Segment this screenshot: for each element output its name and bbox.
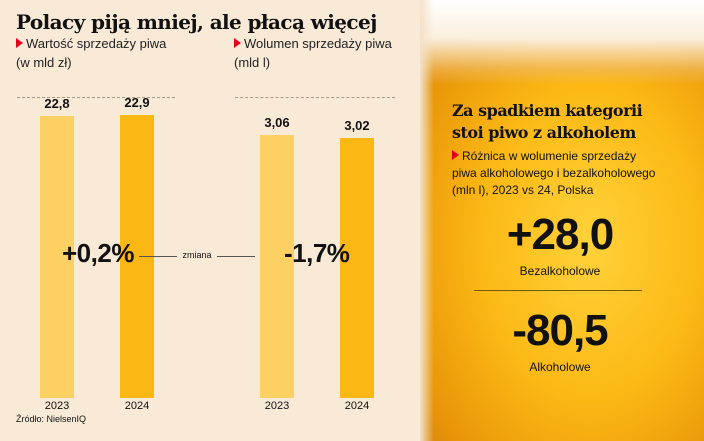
source: Źródło: NielsenIQ — [16, 414, 87, 424]
bar-2023 — [260, 135, 294, 398]
glass-edge — [420, 0, 434, 441]
data-label: 22,8 — [44, 96, 70, 112]
panel-subtitle-line: (mln l), 2023 vs 24, Polska — [452, 183, 594, 197]
triangle-icon — [452, 150, 459, 160]
panel-subtitle-line: piwa alkoholowego i bezalkoholowego — [452, 166, 656, 180]
left-chart-label: Wartość sprzedaży piwa (w mld zł) — [16, 34, 166, 72]
x-tick-label: 2024 — [124, 400, 150, 412]
nonalcoholic-label: Bezalkoholowe — [519, 264, 601, 278]
beer-foam — [420, 0, 704, 85]
x-tick-label: 2024 — [344, 400, 370, 412]
change-label: zmiana — [137, 250, 257, 260]
panel-title-line: Za spadkiem kategorii — [452, 101, 643, 120]
bar-2023 — [40, 116, 74, 398]
data-label: 3,02 — [344, 118, 370, 134]
triangle-icon — [234, 38, 241, 48]
bar-2024 — [340, 138, 374, 398]
right-chart-label: Wolumen sprzedaży piwa (mld l) — [234, 34, 392, 72]
divider — [474, 290, 642, 291]
page-title: Polacy piją mniej, ale płacą więcej — [16, 10, 377, 34]
triangle-icon — [16, 38, 23, 48]
alcoholic-label: Alkoholowe — [529, 360, 591, 374]
left-chart-title: Wartość sprzedaży piwa — [26, 36, 167, 51]
data-label: 3,06 — [264, 115, 290, 130]
panel-title-line: stoi piwo z alkoholem — [452, 123, 636, 142]
right-chart-unit: (mld l) — [234, 55, 271, 70]
nonalcoholic-value: +28,0 — [506, 210, 614, 259]
left-chart-unit: (w mld zł) — [16, 55, 72, 70]
panel-title: Za spadkiem kategorii stoi piwo z alkohol… — [452, 100, 643, 144]
panel-subtitle-line: Różnica w wolumenie sprzedaży — [462, 149, 637, 163]
alcoholic-value: -80,5 — [512, 306, 608, 355]
right-chart-title: Wolumen sprzedaży piwa — [244, 36, 392, 51]
x-tick-label: 2023 — [264, 400, 290, 412]
right-change: -1,7% — [284, 238, 350, 268]
beer-photo — [420, 0, 704, 441]
left-change: +0,2% — [62, 238, 134, 268]
left-gridline — [17, 97, 175, 98]
x-tick-label: 2023 — [44, 400, 70, 412]
panel-subtitle: Różnica w wolumenie sprzedaży piwa alkoho… — [452, 148, 702, 199]
data-label: 22,9 — [124, 95, 150, 110]
right-gridline — [235, 97, 395, 98]
